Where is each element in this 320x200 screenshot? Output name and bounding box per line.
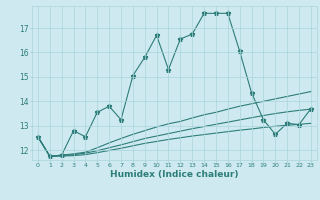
X-axis label: Humidex (Indice chaleur): Humidex (Indice chaleur) [110, 170, 239, 179]
